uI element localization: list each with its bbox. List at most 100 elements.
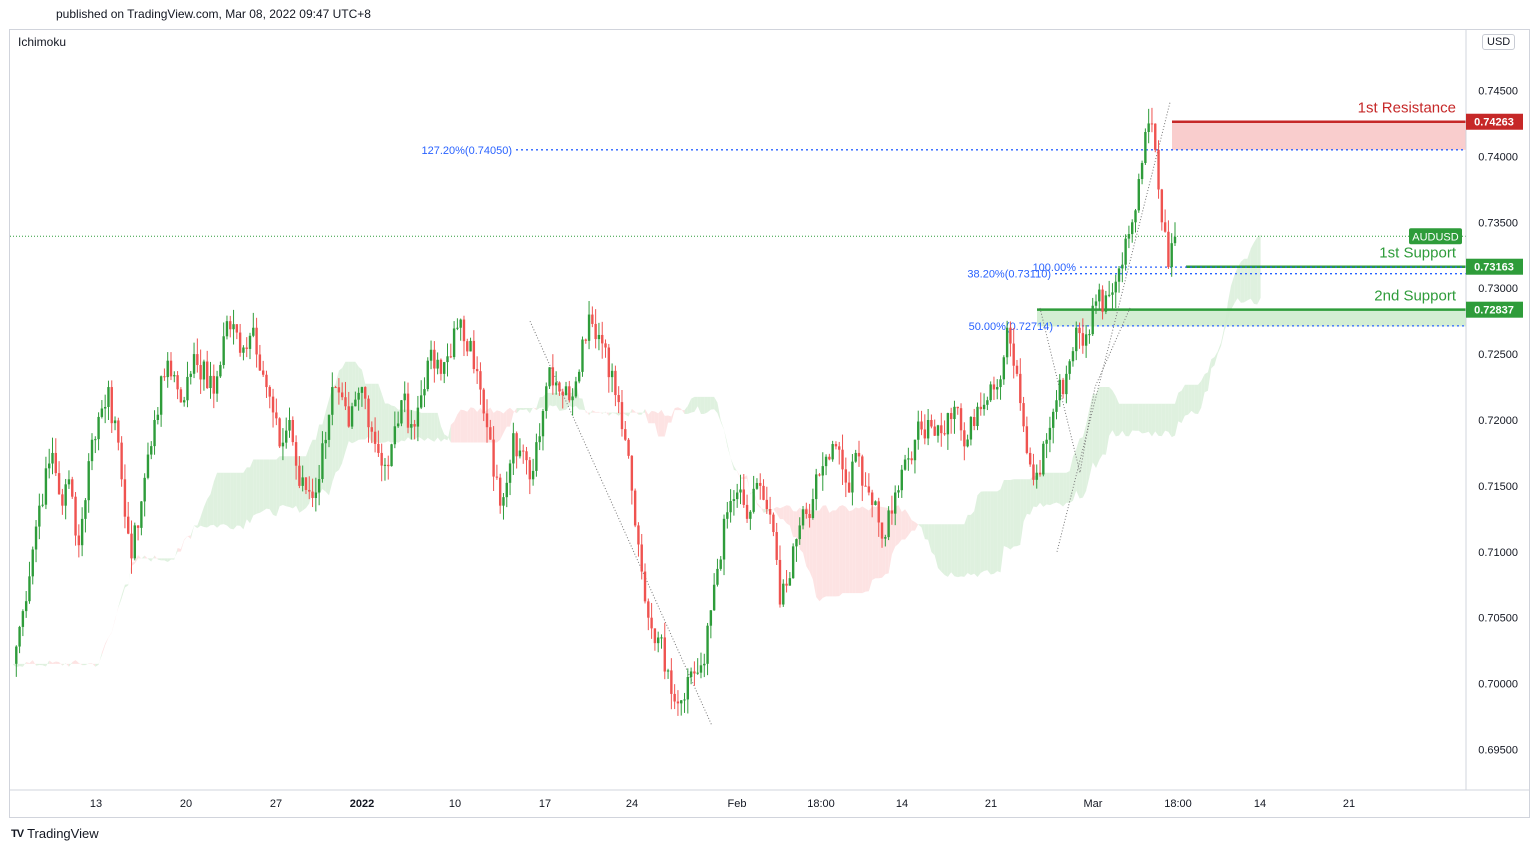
ichimoku-cloud-segment (595, 411, 599, 413)
ichimoku-cloud-segment (1257, 234, 1261, 305)
pattern-leg-down (529, 320, 713, 726)
candle-body (647, 601, 650, 618)
ichimoku-cloud-segment (240, 472, 244, 530)
candle-body (436, 359, 439, 369)
x-tick-label: 17 (539, 798, 551, 810)
ichimoku-cloud-segment (1237, 261, 1241, 303)
candle-body (255, 327, 258, 355)
candle-body (571, 396, 574, 401)
ichimoku-cloud-segment (1095, 387, 1100, 468)
ichimoku-cloud-segment (138, 555, 142, 559)
candle-body (870, 492, 874, 505)
candle-body (683, 699, 686, 701)
candle-body (252, 327, 255, 336)
ichimoku-cloud-segment (444, 434, 448, 441)
candle-body (778, 559, 782, 605)
candle-body (643, 571, 647, 602)
candle-body (143, 477, 146, 502)
ichimoku-cloud-segment (582, 398, 586, 413)
ichimoku-cloud-segment (78, 662, 83, 666)
candle-body (301, 477, 304, 486)
ichimoku-cloud-segment (500, 411, 504, 440)
ichimoku-cloud-segment (980, 491, 985, 573)
candle-body (610, 370, 614, 378)
ichimoku-cloud-segment (694, 396, 698, 412)
x-tick-label: 14 (1254, 798, 1266, 810)
candle-body (943, 433, 946, 435)
ichimoku-cloud-segment (648, 410, 652, 424)
x-tick-label: 10 (449, 798, 461, 810)
candle-body (930, 420, 933, 427)
candle-body (890, 510, 894, 514)
candle-body (887, 510, 890, 538)
ichimoku-cloud-segment (16, 663, 20, 668)
candle-body (755, 482, 759, 489)
candle-body (364, 387, 367, 399)
ichimoku-cloud-segment (154, 555, 158, 560)
ichimoku-cloud-segment (1023, 479, 1027, 522)
candle-body (387, 464, 390, 467)
ichimoku-cloud-segment (1119, 403, 1123, 436)
ichimoku-cloud-segment (1158, 403, 1162, 437)
tradingview-logo[interactable]: TV TradingView (11, 826, 99, 841)
candle-body (1173, 236, 1177, 244)
candle-body (308, 489, 311, 492)
ichimoku-cloud-segment (282, 456, 287, 507)
candle-body (225, 321, 229, 337)
candle-body (963, 430, 966, 447)
ichimoku-cloud-segment (641, 409, 646, 415)
x-tick-label: 13 (90, 798, 102, 810)
candle-body (762, 485, 765, 500)
indicator-label[interactable]: Ichimoku (18, 35, 67, 49)
ichimoku-cloud-segment (997, 489, 1001, 573)
candle-body (726, 512, 729, 519)
ichimoku-cloud-segment (384, 403, 389, 443)
candle-body (15, 646, 18, 664)
candle-body (1117, 268, 1121, 282)
ichimoku-cloud-segment (908, 514, 912, 536)
published-text: published on TradingView.com, Mar 08, 20… (56, 7, 371, 21)
candle-body (834, 444, 838, 447)
candle-body (189, 373, 192, 377)
candle-body (1071, 351, 1075, 362)
candle-body (34, 526, 38, 550)
ichimoku-cloud-segment (1049, 472, 1054, 506)
ichimoku-cloud-segment (638, 412, 642, 415)
ichimoku-cloud-segment (1132, 403, 1136, 431)
candle-body (923, 429, 927, 439)
ichimoku-cloud-segment (111, 619, 116, 633)
candle-body (910, 458, 913, 461)
candle-body (666, 670, 670, 672)
ichimoku-cloud-segment (947, 524, 952, 577)
candle-body (772, 514, 775, 533)
ichimoku-cloud-segment (783, 505, 787, 524)
candle-body (1114, 281, 1117, 293)
candle-body (1015, 365, 1019, 374)
ichimoku-cloud-segment (381, 393, 385, 443)
ichimoku-cloud-segment (740, 477, 744, 479)
x-tick-label: 18:00 (1164, 798, 1192, 810)
x-tick-label: 20 (180, 798, 192, 810)
ichimoku-cloud-segment (822, 505, 827, 598)
ichimoku-cloud-segment (62, 663, 66, 666)
ichimoku-cloud-segment (1168, 403, 1172, 438)
ichimoku-cloud-segment (45, 660, 50, 667)
ichimoku-cloud-segment (1056, 472, 1060, 504)
currency-badge[interactable]: USD (1482, 34, 1516, 50)
ichimoku-cloud-segment (901, 509, 906, 540)
ichimoku-cloud-segment (1142, 403, 1146, 434)
candle-body (334, 387, 337, 389)
candle-body (153, 420, 156, 447)
ichimoku-cloud-segment (924, 524, 929, 540)
candle-body (637, 525, 640, 545)
x-tick-label: Feb (728, 798, 747, 810)
ichimoku-cloud-segment (934, 524, 938, 569)
ichimoku-cloud-segment (470, 407, 474, 443)
ichimoku-cloud-segment (184, 535, 188, 541)
y-tick-label: 0.69500 (1478, 745, 1518, 757)
candle-body (245, 347, 248, 349)
ichimoku-cloud-segment (75, 660, 79, 664)
ichimoku-cloud-segment (52, 661, 56, 664)
candle-body (61, 494, 64, 506)
